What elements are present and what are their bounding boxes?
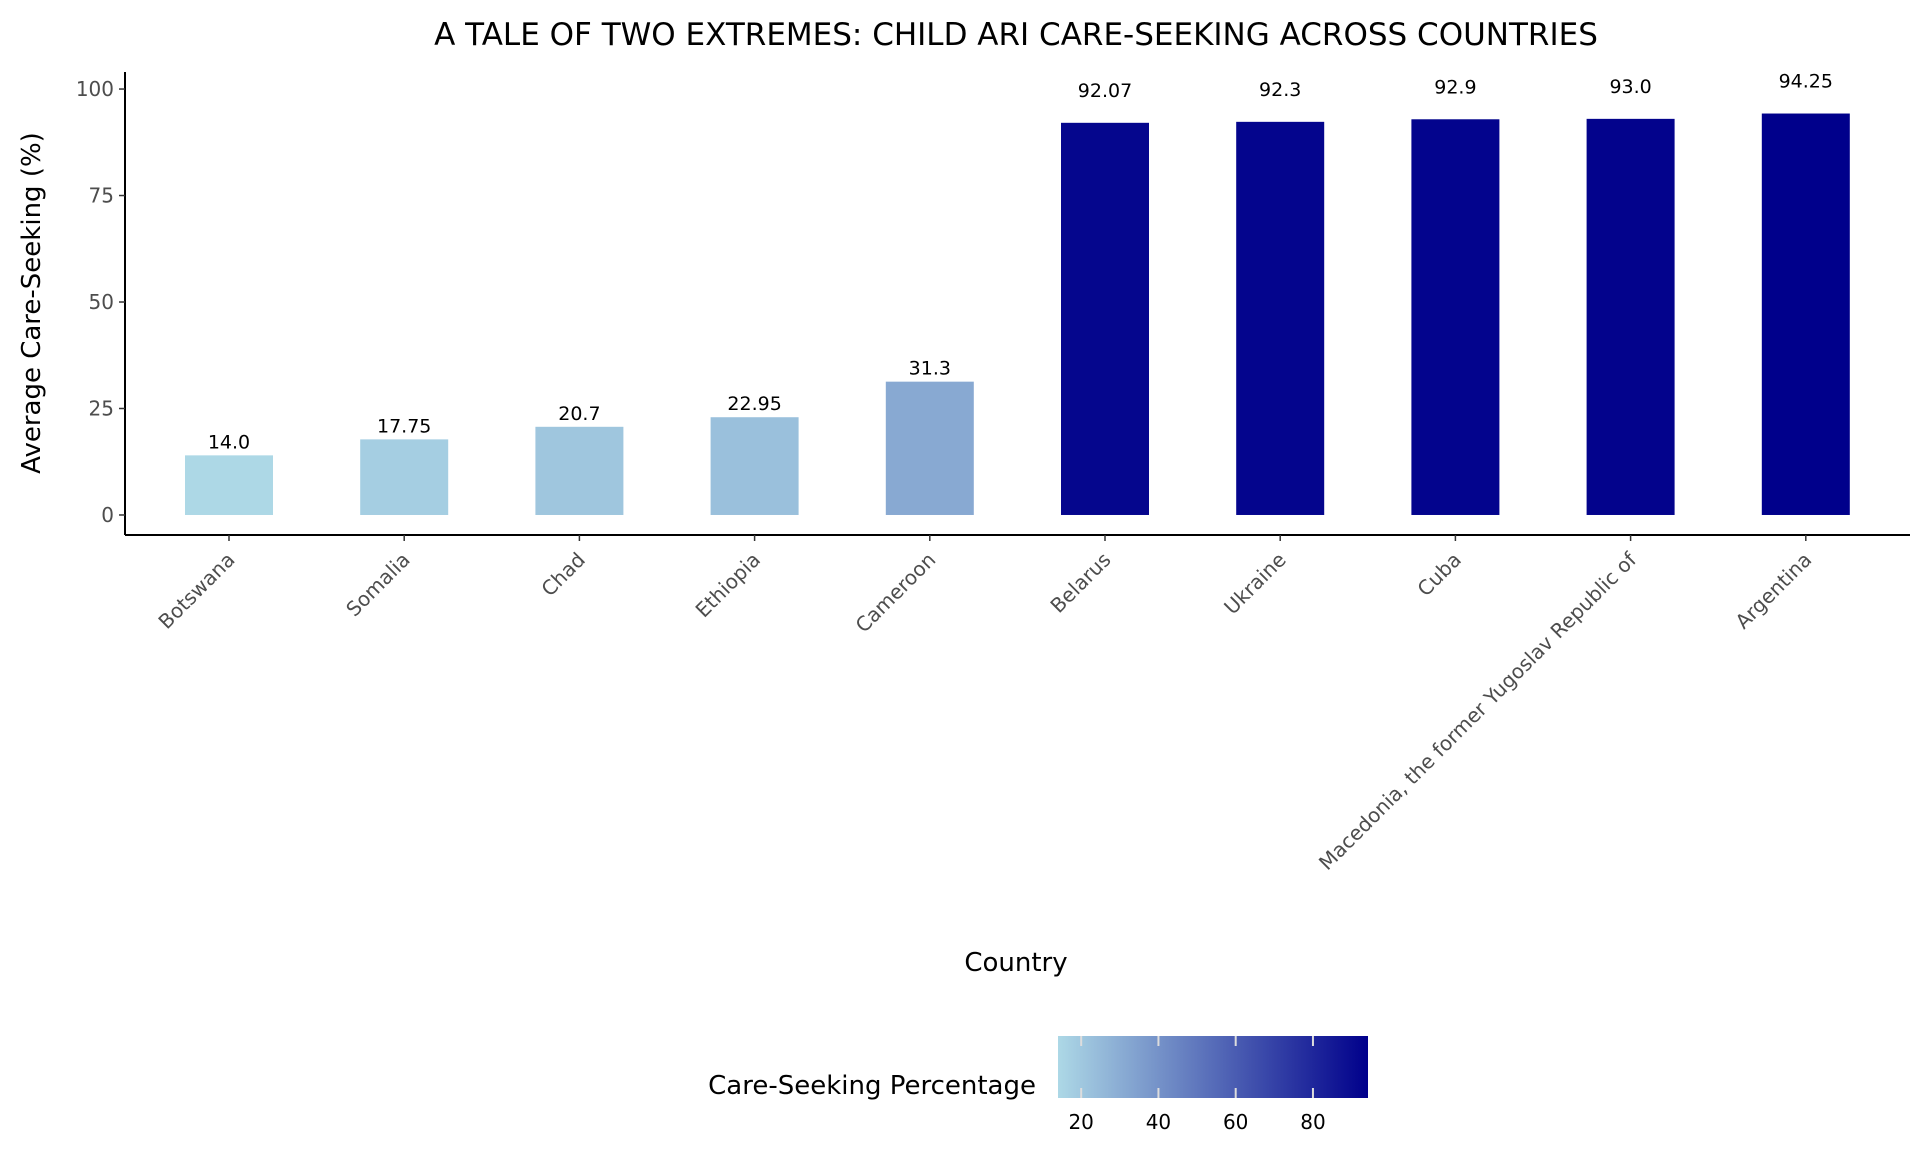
data-label: 14.0 [208, 431, 250, 453]
bar [1761, 113, 1850, 515]
y-tick-label: 25 [89, 396, 114, 420]
x-tick-label: Ukraine [1219, 548, 1291, 620]
bar [885, 381, 974, 515]
legend-tick-label: 60 [1223, 1110, 1248, 1134]
y-tick-label: 100 [76, 77, 114, 101]
x-tick-label: Chad [536, 548, 589, 601]
bar [1411, 119, 1500, 515]
data-label: 94.25 [1779, 71, 1833, 93]
data-label: 31.3 [909, 358, 951, 380]
data-label: 92.07 [1078, 80, 1132, 102]
bar [1236, 121, 1325, 515]
bar [1061, 122, 1149, 515]
data-label: 20.7 [558, 403, 600, 425]
data-label: 92.9 [1434, 76, 1476, 98]
data-label: 17.75 [377, 415, 431, 437]
legend-colorbar [1058, 1036, 1368, 1098]
bar [710, 417, 799, 515]
legend-tick-label: 20 [1068, 1110, 1093, 1134]
plot-area: 14.0 17.75 20.7 22.95 31.3 92.07 92.3 92.9 93.0 9… [185, 71, 1850, 515]
bar [535, 426, 624, 515]
legend-tick-label: 80 [1300, 1110, 1325, 1134]
data-label: 92.3 [1259, 79, 1301, 101]
legend-ticks: 20 40 60 80 [1068, 1036, 1326, 1134]
chart-title: A TALE OF TWO EXTREMES: CHILD ARI CARE-S… [434, 17, 1598, 53]
data-label: 93.0 [1609, 76, 1651, 98]
y-tick-label: 50 [89, 290, 114, 314]
x-tick-label: Cuba [1412, 548, 1465, 601]
x-tick-label: Belarus [1045, 548, 1115, 618]
x-tick-label: Macedonia, the former Yugoslav Republic … [1314, 547, 1642, 875]
x-tick-label: Cameroon [851, 548, 941, 638]
x-axis-title: Country [964, 948, 1067, 978]
x-tick-label: Argentina [1730, 548, 1816, 634]
y-axis-title: Average Care-Seeking (%) [17, 132, 47, 474]
x-tick-label: Somalia [341, 548, 415, 622]
y-tick-label: 75 [89, 184, 114, 208]
legend-title: Care-Seeking Percentage [708, 1071, 1036, 1101]
color-legend: Care-Seeking Percentage 20 40 60 80 [708, 1036, 1368, 1134]
legend-tick-label: 40 [1146, 1110, 1171, 1134]
data-label: 22.95 [727, 393, 781, 415]
x-tick-label: Botswana [153, 548, 239, 634]
bar [1586, 118, 1675, 515]
bar [185, 455, 273, 515]
x-tick-label: Ethiopia [691, 548, 766, 623]
y-tick-label: 0 [101, 503, 114, 527]
bar [360, 439, 449, 515]
